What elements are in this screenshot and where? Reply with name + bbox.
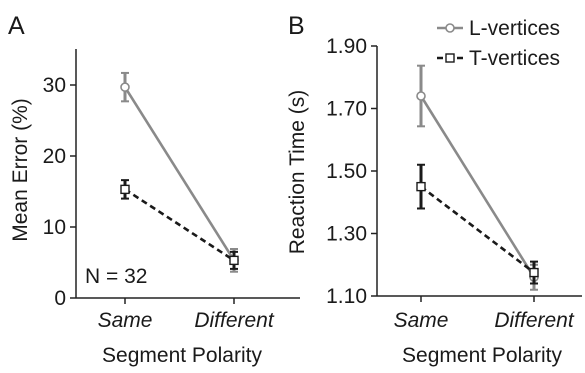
panel-b-x-axis-title: Segment Polarity <box>402 344 562 367</box>
y-tick-label: 1.30 <box>326 223 367 246</box>
data-point-t-vertices <box>416 181 426 192</box>
data-point-l-vertices <box>416 91 426 101</box>
panel-b-letter: B <box>288 12 305 40</box>
data-point-t-vertices <box>120 184 130 195</box>
legend-label-l-vertices: L-vertices <box>469 17 560 40</box>
panel-b-category-same: Same <box>394 309 449 332</box>
legend-label-t-vertices: T-vertices <box>469 47 560 70</box>
panel-b-y-axis-title: Reaction Time (s) <box>286 90 309 255</box>
panel-b-category-different: Different <box>494 309 575 332</box>
series-line-l-vertices <box>123 86 236 262</box>
panel-a-x-axis-title: Segment Polarity <box>102 344 262 367</box>
panel-a-category-different: Different <box>194 309 275 332</box>
y-tick-label: 0 <box>54 287 66 310</box>
y-tick-label: 30 <box>43 74 66 97</box>
legend-item-t-vertices: T-vertices <box>437 47 560 70</box>
y-tick-label: 20 <box>43 145 66 168</box>
y-tick-label: 1.90 <box>326 35 367 58</box>
panel-a-category-same: Same <box>98 309 153 332</box>
data-point-t-vertices <box>529 267 539 278</box>
y-tick-label: 1.50 <box>326 160 367 183</box>
series-line-l-vertices <box>419 95 536 278</box>
panel-a-letter: A <box>8 12 25 40</box>
legend: L-vertices T-vertices <box>437 17 560 70</box>
chart-panel-b: 1.10 1.30 1.50 1.70 1.90 Same Different Segm… <box>286 35 582 367</box>
y-tick-label: 1.70 <box>326 98 367 121</box>
data-point-l-vertices <box>120 82 130 92</box>
panel-a-y-axis-title: Mean Error (%) <box>9 98 32 242</box>
legend-square-marker <box>445 53 455 63</box>
legend-item-l-vertices: L-vertices <box>437 17 560 40</box>
legend-circle-marker <box>445 23 455 33</box>
series-line-t-vertices <box>124 188 235 262</box>
data-point-t-vertices <box>229 255 239 266</box>
series-line-t-vertices <box>420 185 535 274</box>
y-tick-label: 1.10 <box>326 285 367 308</box>
sample-size-annotation: N = 32 <box>85 265 147 288</box>
y-tick-label: 10 <box>43 216 66 239</box>
